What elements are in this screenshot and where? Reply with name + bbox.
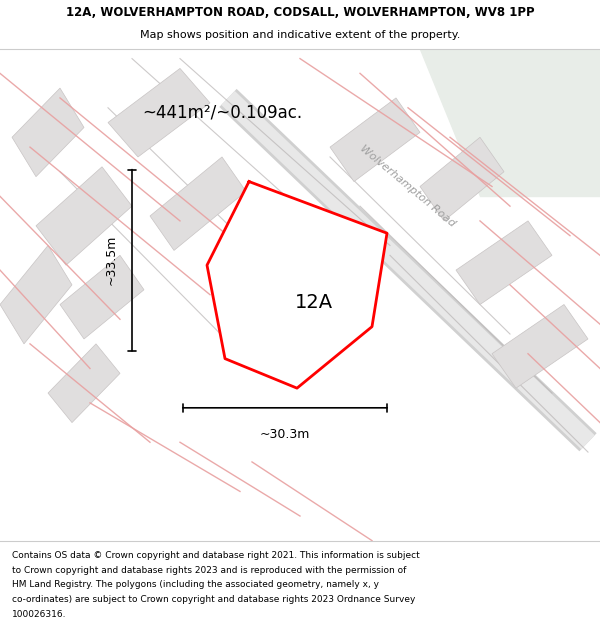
Text: 12A: 12A (295, 292, 332, 312)
Text: HM Land Registry. The polygons (including the associated geometry, namely x, y: HM Land Registry. The polygons (includin… (12, 580, 379, 589)
Text: ~33.5m: ~33.5m (104, 235, 118, 286)
Text: ~441m²/~0.109ac.: ~441m²/~0.109ac. (142, 104, 302, 122)
Polygon shape (492, 304, 588, 388)
Text: 100026316.: 100026316. (12, 610, 67, 619)
Polygon shape (330, 98, 420, 181)
Text: co-ordinates) are subject to Crown copyright and database rights 2023 Ordnance S: co-ordinates) are subject to Crown copyr… (12, 595, 415, 604)
Text: Wolverhampton Road: Wolverhampton Road (358, 144, 458, 229)
Polygon shape (36, 167, 132, 265)
Polygon shape (207, 181, 387, 388)
Text: to Crown copyright and database rights 2023 and is reproduced with the permissio: to Crown copyright and database rights 2… (12, 566, 406, 574)
Text: Contains OS data © Crown copyright and database right 2021. This information is : Contains OS data © Crown copyright and d… (12, 551, 420, 560)
Polygon shape (60, 256, 144, 339)
Polygon shape (12, 88, 84, 177)
Polygon shape (420, 138, 504, 221)
Polygon shape (0, 246, 72, 344)
Text: 12A, WOLVERHAMPTON ROAD, CODSALL, WOLVERHAMPTON, WV8 1PP: 12A, WOLVERHAMPTON ROAD, CODSALL, WOLVER… (65, 6, 535, 19)
Text: Map shows position and indicative extent of the property.: Map shows position and indicative extent… (140, 30, 460, 40)
Polygon shape (420, 49, 600, 196)
Polygon shape (456, 221, 552, 304)
Text: ~30.3m: ~30.3m (260, 428, 310, 441)
Polygon shape (108, 68, 210, 157)
Polygon shape (48, 344, 120, 422)
Polygon shape (150, 157, 246, 251)
